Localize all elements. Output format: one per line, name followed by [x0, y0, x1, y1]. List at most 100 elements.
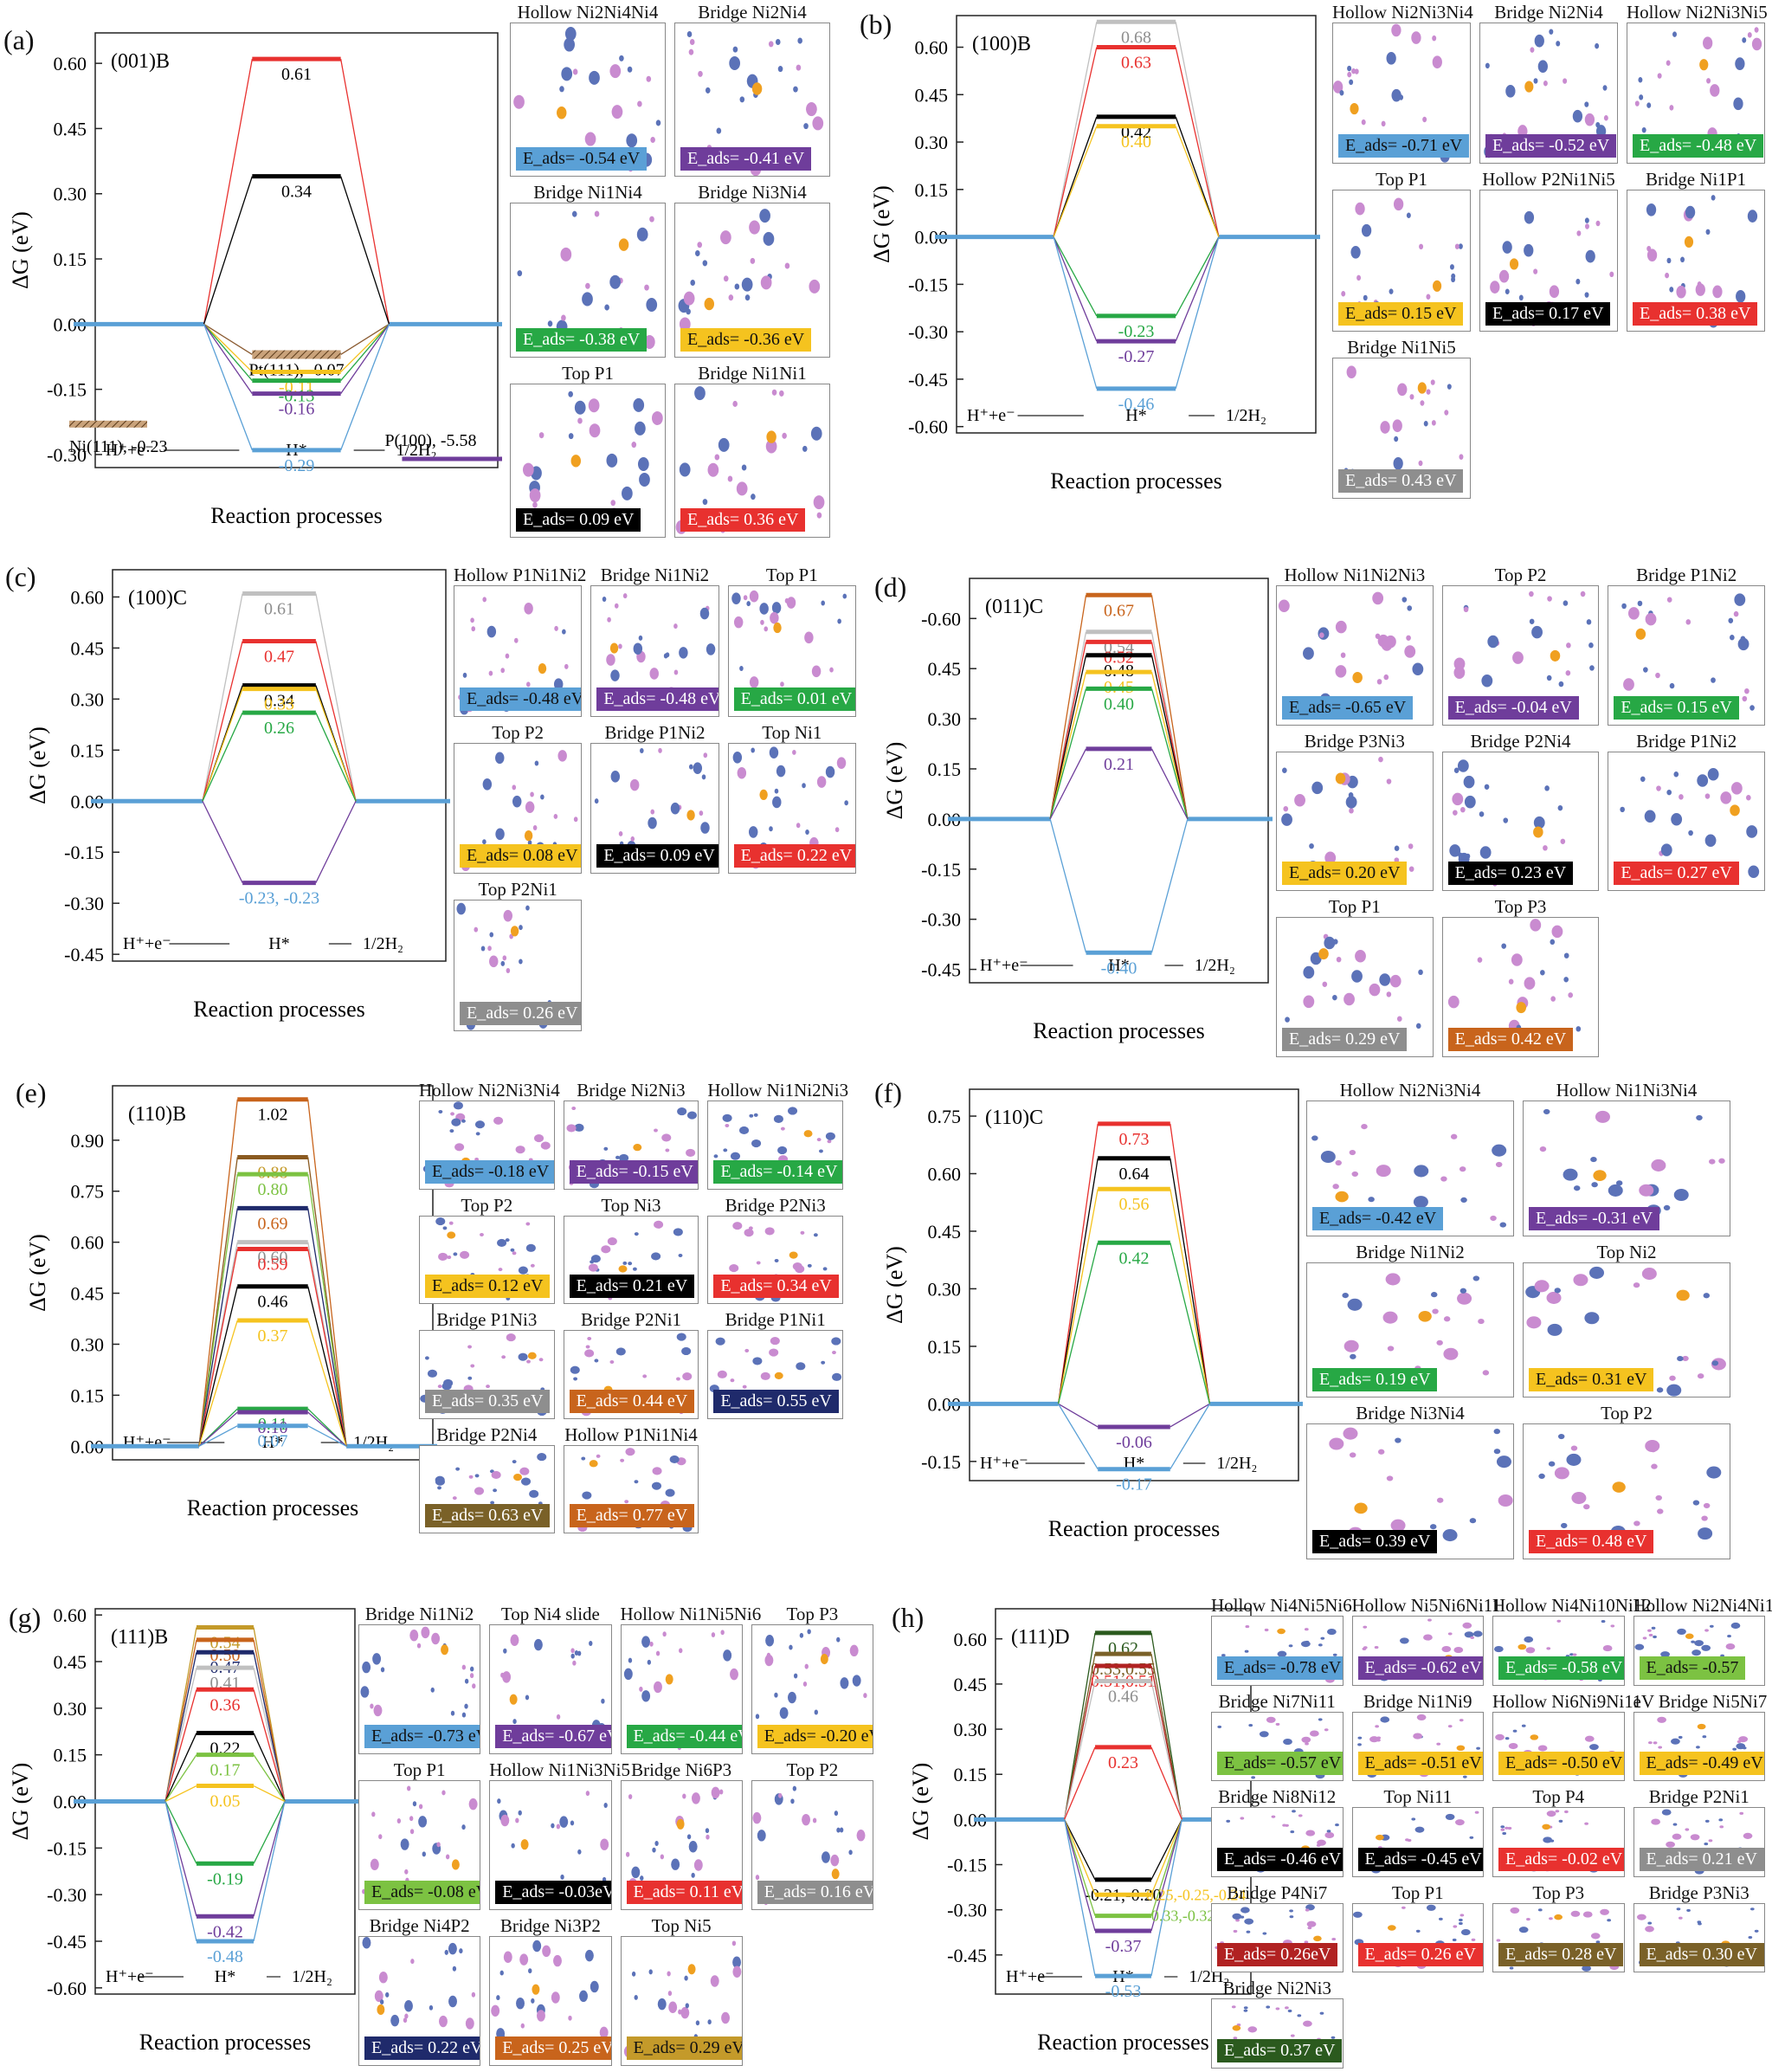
structure-image	[1634, 27, 1762, 149]
adsorption-energy-label: E_ads= -0.20 eV	[757, 1725, 873, 1748]
y-tick-label: 0.45	[54, 118, 87, 139]
step-label: 1/2H₂	[1195, 956, 1235, 975]
thumbnail-structure: E_ads= -0.67 eV	[489, 1624, 612, 1754]
adsorption-energy-label: E_ads= -0.62 eV	[1357, 1656, 1484, 1680]
connector-line	[202, 641, 243, 802]
x-axis-label: Reaction processes	[193, 997, 365, 1022]
level-label: -0.13	[279, 387, 315, 406]
structure-thumbnail: Top P1 E_ads= 0.01 eV	[727, 565, 856, 717]
thumbnail-title: Top P2	[461, 1194, 513, 1216]
thumbnails-a: Hollow Ni2Ni4Ni4 E_ads= -0.54 eV Bridge Ni…	[506, 0, 835, 541]
thumbnail-title: Bridge P2Ni1	[1648, 1786, 1749, 1808]
plot-frame	[94, 32, 499, 468]
thumbnails-g: Bridge Ni1Ni2 E_ads= -0.73 eV Top Ni4 slid…	[355, 1602, 879, 2069]
chart-title: (111)B	[111, 1626, 168, 1649]
thumbnail-structure: E_ads= 0.09 eV	[590, 742, 719, 875]
level-label: -0.53	[1105, 1982, 1142, 2001]
y-axis-label: ΔG (eV)	[25, 726, 50, 804]
adsorption-energy-label: E_ads= 0.34 eV	[713, 1275, 839, 1298]
adsorption-energy-label: E_ads= 0.36 eV	[680, 507, 806, 532]
thumbnail-title: Hollow Ni5Ni6Ni11	[1351, 1595, 1501, 1616]
y-tick-label: 0.45	[928, 658, 962, 680]
connector-line	[340, 323, 390, 356]
thumbnail-title: Bridge Ni8Ni12	[1218, 1786, 1337, 1808]
plot-frame	[956, 15, 1317, 434]
adsorption-energy-label: E_ads= 0.27 eV	[1614, 862, 1739, 886]
adsorption-energy-label: E_ads= -0.02 eV	[1498, 1847, 1624, 1871]
x-axis-label: Reaction processes	[1048, 1516, 1221, 1541]
adsorption-energy-label: E_ads= -0.31 eV	[1529, 1206, 1660, 1230]
thumbnail-structure: E_ads= -0.57 eV	[1211, 1711, 1343, 1782]
connector-line	[203, 176, 253, 325]
connector-line	[202, 712, 243, 802]
connector-line	[1175, 47, 1220, 237]
thumbnail-structure: E_ads= -0.51 eV	[1351, 1711, 1484, 1782]
adsorption-energy-label: E_ads= 0.77 eV	[569, 1504, 695, 1527]
thumbnail-title: Bridge Ni6P3	[631, 1759, 732, 1780]
structure-thumbnail: Hollow Ni1Ni2Ni3 E_ads= -0.14 eV	[707, 1080, 848, 1190]
thumbnail-title: Bridge Ni1Ni2	[600, 565, 710, 585]
y-tick-label: -0.30	[908, 321, 948, 343]
structure-image	[678, 209, 821, 332]
structure-thumbnail: Hollow Ni1Ni5Ni6 E_ads= -0.44 eV	[620, 1604, 761, 1754]
connector-line	[1064, 1681, 1096, 1820]
structure-image	[522, 391, 663, 522]
level-label: 0.07	[258, 1432, 288, 1451]
thumbnail-title: Bridge Ni2Ni3	[577, 1080, 686, 1101]
connector-line	[198, 1249, 238, 1447]
thumbnail-title: Bridge Ni3P2	[499, 1915, 601, 1936]
thumbnail-structure: E_ads= 0.77 eV	[563, 1444, 699, 1533]
connector-line	[1170, 1403, 1210, 1428]
y-axis-label: ΔG (eV)	[882, 1246, 907, 1324]
structure-thumbnail: Bridge Ni3P2 E_ads= 0.25 eV	[489, 1915, 612, 2066]
connector-line	[1170, 1243, 1211, 1404]
thumbnail-structure: E_ads= -0.65 eV	[1276, 585, 1434, 726]
thumbnail-title: Bridge P3Ni3	[1648, 1882, 1749, 1903]
thumbnail-title: Top Ni5	[651, 1915, 712, 1936]
y-tick-label: -0.15	[921, 1451, 961, 1473]
connector-line	[1170, 1404, 1210, 1470]
energy-chart-c: (100)C0.600.450.300.150.00-0.15-0.30-0.4…	[25, 569, 450, 1022]
adsorption-energy-label: E_ads= -0.45 eV	[1357, 1847, 1484, 1871]
connector-line	[307, 1286, 347, 1447]
structure-thumbnail: Top P1 E_ads= 0.26 eV	[1351, 1882, 1484, 1973]
level-label: 0.46	[1108, 1687, 1138, 1706]
structure-image	[1525, 1266, 1726, 1397]
thumbnail-structure: E_ads= -0.36 eV	[674, 203, 830, 358]
y-tick-label: -0.15	[47, 1837, 87, 1859]
energy-chart-d: (011)C-0.600.450.300.150.00-0.15-0.30-0.…	[882, 578, 1273, 1043]
adsorption-energy-label: E_ads= -0.44 eV	[626, 1725, 742, 1748]
chart-title: (011)C	[985, 596, 1043, 618]
connector-line	[1150, 1819, 1182, 1977]
structure-thumbnail: Bridge Ni3Ni4 E_ads= 0.39 eV	[1306, 1403, 1514, 1559]
thumbnail-structure: E_ads= -0.02 eV	[1492, 1807, 1625, 1877]
connector-line	[253, 1754, 286, 1802]
adsorption-energy-label: E_ads= 0.31 eV	[1529, 1368, 1654, 1392]
structure-thumbnail: Bridge P2Ni4 E_ads= 0.23 eV	[1441, 731, 1600, 892]
connector-line	[315, 712, 357, 802]
connector-line	[1064, 1819, 1096, 1916]
structure-image	[1621, 593, 1756, 717]
structure-thumbnail: Top P2 E_ads= -0.04 eV	[1441, 565, 1600, 726]
x-axis-label: Reaction processes	[187, 1495, 359, 1520]
adsorption-energy-label: E_ads= 0.20 eV	[1282, 862, 1408, 886]
x-axis-label: Reaction processes	[139, 2030, 312, 2055]
connector-line	[1049, 595, 1087, 819]
connector-line	[198, 1174, 238, 1447]
thumbnail-structure: E_ads= -0.04 eV	[1441, 585, 1600, 726]
adsorption-energy-label: E_ads= -0.38 eV	[516, 327, 648, 352]
adsorption-energy-label: E_ads= 0.35 eV	[425, 1389, 551, 1413]
thumbnail-structure: E_ads= 0.26 eV	[454, 900, 583, 1031]
y-tick-label: 0.30	[915, 132, 949, 153]
thumbnail-structure: E_ads= 0.29 eV	[1276, 917, 1434, 1057]
thumbnail-structure: E_ads= -0.71 eV	[1332, 23, 1471, 165]
connector-line	[253, 1785, 286, 1803]
structure-image	[600, 593, 716, 708]
level-label: 0.59	[258, 1255, 288, 1275]
structure-thumbnail: Bridge P1Ni2 E_ads= 0.15 eV	[1608, 565, 1765, 726]
thumbnails-e: Hollow Ni2Ni3Ni4 E_ads= -0.18 eV Bridge Ni…	[416, 1078, 848, 1537]
thumbnail-title: Hollow Ni6Ni9Ni11	[1492, 1690, 1642, 1712]
connector-line	[253, 1733, 286, 1802]
thumbnail-title: Bridge P1Ni2	[1636, 730, 1737, 752]
y-tick-label: 0.60	[954, 1629, 988, 1650]
